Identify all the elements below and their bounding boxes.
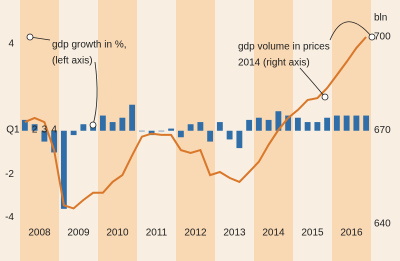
y-tick-label: -4 (5, 212, 14, 223)
bar (70, 130, 77, 136)
bar (207, 130, 214, 142)
bar (51, 130, 58, 153)
bar (158, 130, 165, 132)
bar (333, 115, 340, 131)
bar (177, 130, 184, 138)
bar (353, 115, 360, 131)
bar (226, 130, 233, 140)
bar (255, 117, 262, 131)
y2-tick-label: 670 (374, 125, 391, 136)
bar (109, 122, 116, 131)
x-tick-label: 2011 (146, 228, 168, 239)
x-tick-label: 2010 (106, 228, 129, 239)
marker (89, 121, 97, 129)
quarter-label: Q1 (6, 124, 20, 135)
x-tick-label: 2016 (340, 228, 363, 239)
marker (321, 93, 329, 101)
marker (26, 33, 34, 41)
leader (92, 61, 98, 126)
y-tick-label: 4 (8, 39, 14, 50)
bar (138, 130, 145, 132)
x-tick-label: 2012 (184, 228, 207, 239)
marker (368, 33, 376, 41)
x-tick-label: 2008 (28, 228, 51, 239)
x-tick-label: 2014 (262, 228, 285, 239)
bar (246, 119, 253, 131)
bar (21, 119, 28, 131)
bar (187, 124, 194, 131)
y2-tick-label: 700 (374, 32, 391, 43)
annotation: 2014 (right axis) (238, 58, 310, 69)
line (24, 36, 367, 210)
bar (119, 117, 126, 131)
quarter-label: 2 (32, 124, 38, 135)
y-tick-label: -2 (5, 169, 14, 180)
bar (31, 124, 38, 131)
axis-unit: bln (374, 13, 387, 24)
bar (168, 128, 175, 131)
bar (314, 122, 321, 131)
year-band (176, 0, 215, 261)
bar (129, 104, 136, 131)
annotation: (left axis) (52, 56, 93, 67)
leader (329, 21, 373, 41)
bar (41, 130, 48, 142)
quarter-label: 4 (51, 124, 57, 135)
bar (294, 117, 301, 131)
annotation: gdp growth in %, (52, 40, 127, 51)
x-tick-label: 2009 (67, 228, 90, 239)
annotation: gdp volume in prices (238, 42, 330, 53)
bar (80, 124, 87, 131)
bar (275, 111, 282, 131)
bar (236, 130, 243, 149)
bar (343, 115, 350, 131)
bar (99, 115, 106, 131)
quarter-label: 3 (42, 124, 48, 135)
bar (197, 122, 204, 131)
bar (304, 122, 311, 131)
x-tick-label: 2013 (223, 228, 246, 239)
bar (363, 115, 370, 131)
y2-tick-label: 640 (374, 219, 391, 230)
bar (324, 117, 331, 131)
bar (265, 119, 272, 131)
bar (60, 130, 67, 209)
bar (285, 115, 292, 131)
x-tick-label: 2015 (301, 228, 324, 239)
bar (216, 122, 223, 131)
